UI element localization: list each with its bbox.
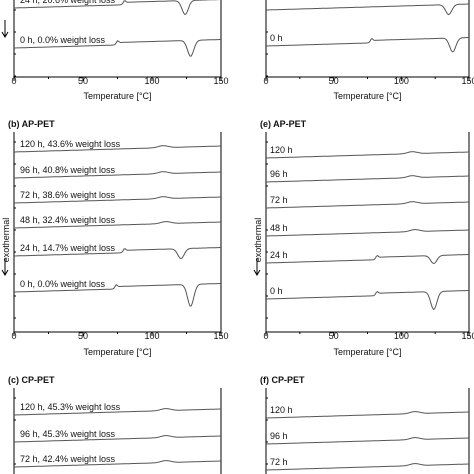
x-tick-label: 50 — [78, 331, 88, 341]
series-label: 120 h — [270, 405, 293, 415]
y-axis-label: exothermal — [1, 218, 11, 263]
x-tick-label: 100 — [394, 331, 409, 341]
series-line — [14, 196, 221, 204]
series-label: 0 h — [270, 33, 283, 43]
panel-title: (f) CP-PET — [260, 375, 305, 385]
series-line — [14, 145, 221, 153]
series-line — [266, 37, 469, 53]
panel-title: (e) AP-PET — [260, 119, 307, 129]
series-line — [14, 39, 221, 57]
series-line — [14, 0, 221, 16]
arrow-head — [253, 269, 261, 276]
x-axis-label: Temperature [°C] — [333, 91, 401, 101]
series-line — [14, 283, 221, 307]
series-line — [14, 408, 221, 416]
series-label: 96 h — [270, 169, 288, 179]
x-tick-label: 50 — [78, 76, 88, 86]
panel-f: (f) CP-PET 120 h 96 h 72 h — [260, 375, 470, 474]
x-tick-label: 100 — [144, 76, 159, 86]
series-label: 96 h, 45.3% weight loss — [20, 429, 116, 439]
x-tick-label: 50 — [329, 76, 339, 86]
x-axis-label: Temperature [°C] — [83, 347, 151, 357]
series-line — [266, 175, 469, 183]
series-line — [266, 3, 469, 16]
series-line — [14, 460, 221, 468]
series-line — [266, 201, 469, 209]
arrow-head — [1, 31, 9, 38]
x-tick-label: 0 — [11, 331, 16, 341]
series-line — [14, 435, 221, 443]
series-line — [14, 221, 221, 229]
series-label: 24 h, 20.6% weight loss — [20, 0, 116, 5]
series-label: 72 h, 42.4% weight loss — [20, 454, 116, 464]
series-line — [266, 229, 469, 237]
x-tick-label: 150 — [461, 331, 474, 341]
series-label: 72 h — [270, 195, 288, 205]
x-tick-label: 150 — [213, 331, 228, 341]
x-axis-label: Temperature [°C] — [83, 91, 151, 101]
series-label: 120 h, 45.3% weight loss — [20, 402, 121, 412]
series-label: 48 h, 32.4% weight loss — [20, 215, 116, 225]
series-label: 0 h, 0.0% weight loss — [20, 279, 106, 289]
x-tick-label: 50 — [329, 331, 339, 341]
x-tick-label: 100 — [144, 331, 159, 341]
series-line — [266, 463, 469, 471]
x-axis-label: Temperature [°C] — [333, 347, 401, 357]
series-label: 72 h — [270, 457, 288, 467]
arrow-head — [1, 269, 9, 276]
panel-a: 0 50 100 150 Temperature [°C] 0 h, 0.0% weigh… — [1, 0, 229, 101]
series-label: 120 h — [270, 145, 293, 155]
series-line — [266, 254, 469, 265]
x-tick-label: 150 — [213, 76, 228, 86]
series-line — [266, 437, 469, 445]
x-tick-label: 0 — [263, 76, 268, 86]
series-line — [266, 151, 469, 159]
series-label: 48 h — [270, 223, 288, 233]
y-axis-label: exothermal — [253, 218, 263, 263]
panel-d: 0 50 100 150 Temperature [°C] 0 h — [263, 0, 474, 101]
series-label: 24 h, 14.7% weight loss — [20, 243, 116, 253]
panel-b: (b) AP-PET 0 50 100 150 Temperature [°C] exoth… — [1, 119, 229, 357]
panel-c: (c) CP-PET 120 h, 45.3% weight loss 96 h, … — [8, 375, 222, 474]
series-label: 0 h, 0.0% weight loss — [20, 35, 106, 45]
series-label: 72 h, 38.6% weight loss — [20, 190, 116, 200]
panel-title: (b) AP-PET — [8, 119, 55, 129]
series-label: 24 h — [270, 250, 288, 260]
series-label: 0 h — [270, 286, 283, 296]
series-line — [14, 247, 221, 260]
x-tick-label: 150 — [461, 76, 474, 86]
series-label: 120 h, 43.6% weight loss — [20, 139, 121, 149]
panel-title: (c) CP-PET — [8, 375, 55, 385]
x-tick-label: 0 — [11, 76, 16, 86]
x-tick-label: 100 — [394, 76, 409, 86]
series-line — [266, 290, 469, 311]
series-line — [14, 171, 221, 179]
series-label: 96 h — [270, 431, 288, 441]
series-label: 96 h, 40.8% weight loss — [20, 165, 116, 175]
x-tick-label: 0 — [263, 331, 268, 341]
series-line — [266, 411, 469, 419]
panel-e: (e) AP-PET 0 50 100 150 Temperature [°C] exoth… — [253, 119, 474, 357]
